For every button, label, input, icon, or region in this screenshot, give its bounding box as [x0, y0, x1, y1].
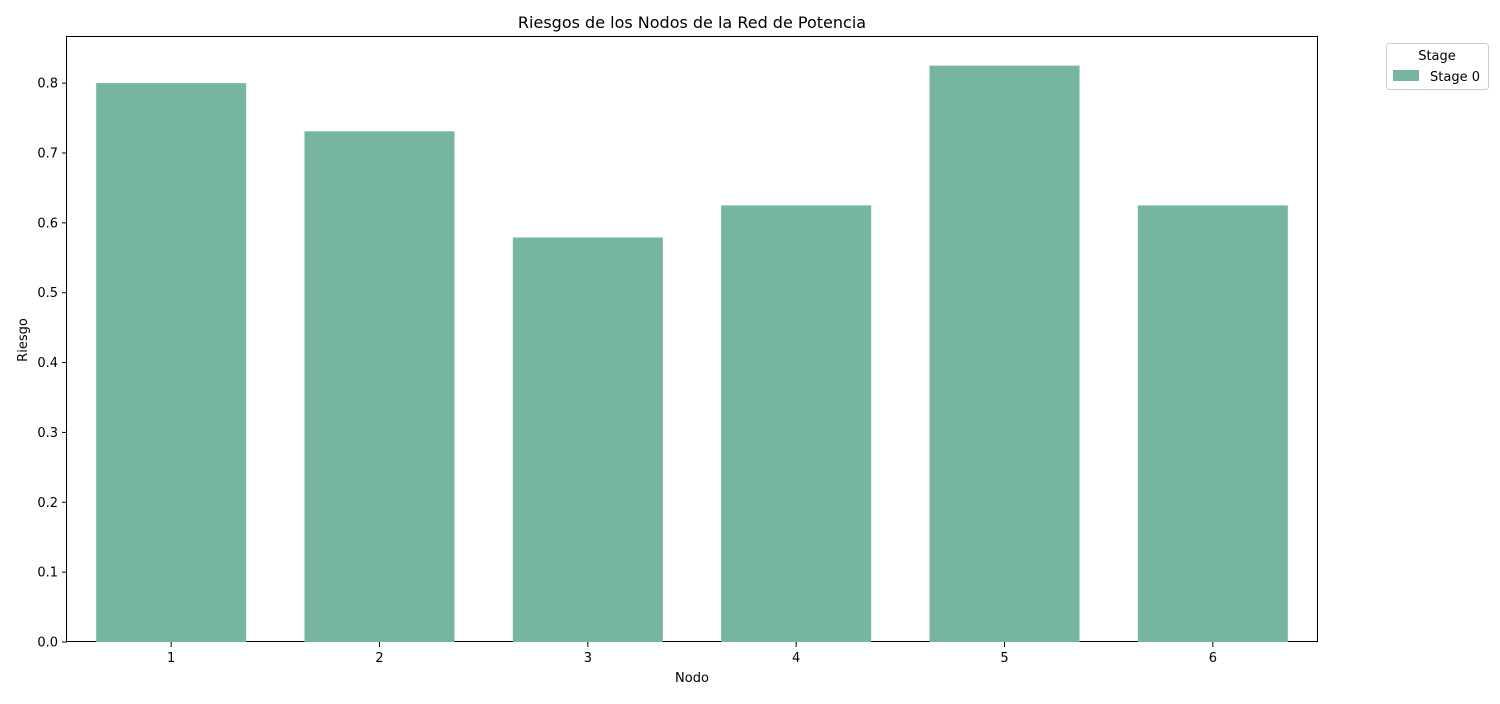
y-tick-label: 0.0 [37, 636, 58, 651]
x-tick-label: 1 [167, 651, 175, 666]
y-axis: 0.0 0.1 0.2 0.3 0.4 0.5 0.6 0.7 0.8 [37, 77, 67, 651]
y-tick-label: 0.6 [37, 216, 58, 231]
x-tick-label: 4 [792, 651, 800, 666]
legend-entry-label: Stage 0 [1430, 70, 1480, 85]
bar-2 [304, 131, 455, 642]
y-axis-label: Riesgo [16, 318, 31, 362]
y-tick-label: 0.3 [37, 426, 58, 441]
y-tick-label: 0.5 [37, 286, 58, 301]
x-tick-label: 6 [1209, 651, 1217, 666]
x-tick-label: 2 [375, 651, 383, 666]
x-axis-label: Nodo [675, 671, 709, 686]
bar-group [96, 65, 1288, 643]
chart-title: Riesgos de los Nodos de la Red de Potenc… [518, 13, 866, 32]
x-axis: 1 2 3 4 5 6 [167, 642, 1217, 666]
legend-swatch [1393, 70, 1419, 81]
x-tick-label: 5 [1000, 651, 1008, 666]
y-tick-label: 0.7 [37, 146, 58, 161]
bar-3 [512, 237, 663, 642]
legend-title: Stage [1418, 49, 1456, 64]
bar-4 [721, 205, 872, 642]
y-tick-label: 0.8 [37, 77, 58, 92]
x-tick-label: 3 [584, 651, 592, 666]
bar-6 [1137, 205, 1288, 642]
bar-5 [929, 65, 1080, 642]
y-tick-label: 0.1 [37, 566, 58, 581]
bar-1 [96, 83, 247, 643]
y-tick-label: 0.4 [37, 356, 58, 371]
plot-area [66, 36, 1318, 642]
y-tick-label: 0.2 [37, 496, 58, 511]
legend: Stage Stage 0 [1386, 43, 1489, 90]
